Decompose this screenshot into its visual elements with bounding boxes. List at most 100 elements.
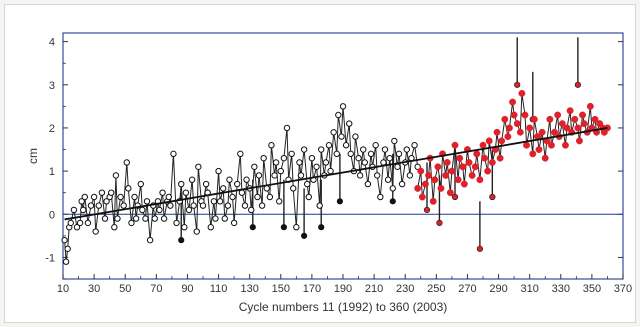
data-point-open <box>260 154 267 162</box>
data-point-open <box>330 129 337 136</box>
spike-point <box>476 245 483 252</box>
data-point-red <box>437 184 445 192</box>
data-point-open <box>61 236 68 244</box>
spike-point <box>178 237 185 244</box>
data-point-open <box>251 163 258 170</box>
data-point-open <box>159 189 166 196</box>
x-tick-label: 30 <box>88 283 100 295</box>
data-point-open <box>195 163 202 170</box>
data-point-open <box>81 193 88 201</box>
data-point-open <box>361 159 368 166</box>
data-point-open <box>313 163 320 170</box>
data-point-open <box>188 176 196 183</box>
data-point-open <box>73 224 81 231</box>
data-point-open <box>305 193 312 201</box>
data-point-red <box>561 141 569 149</box>
data-point-open <box>296 159 303 166</box>
x-tick-label: 110 <box>210 283 228 295</box>
data-point-open <box>101 215 109 222</box>
data-point-open <box>391 137 398 145</box>
data-point-red <box>431 176 439 184</box>
data-point-red <box>429 197 437 205</box>
spike-point <box>514 81 521 88</box>
data-point-open <box>117 193 124 201</box>
data-point-open <box>241 202 249 209</box>
spike-point <box>436 219 443 226</box>
data-point-red <box>459 163 467 171</box>
x-tick-label: 90 <box>181 283 193 295</box>
data-point-open <box>395 150 403 158</box>
data-point-open <box>316 202 323 209</box>
data-point-open <box>80 206 87 214</box>
data-point-open <box>268 142 275 149</box>
x-axis-label: Cycle numbers 11 (1992) to 360 (2003) <box>239 300 448 314</box>
data-point-open <box>293 224 300 231</box>
spike-point <box>389 198 396 205</box>
data-point-red <box>530 115 538 123</box>
data-point-red <box>479 141 487 149</box>
data-point-open <box>181 224 188 231</box>
data-point-open <box>146 236 154 244</box>
data-point-open <box>108 189 115 196</box>
data-point-red <box>443 159 451 166</box>
data-point-open <box>277 167 284 175</box>
data-point-red <box>551 128 559 136</box>
x-tick-label: 370 <box>614 283 632 295</box>
data-point-red <box>421 180 429 188</box>
data-point-open <box>394 163 401 170</box>
data-point-red <box>471 163 479 171</box>
data-point-open <box>338 133 345 140</box>
x-tick-label: 290 <box>489 283 507 295</box>
data-point-open <box>283 124 291 132</box>
data-point-open <box>156 206 163 214</box>
data-point-open <box>92 228 99 235</box>
data-point-open <box>230 219 238 227</box>
data-point-red <box>574 124 582 132</box>
data-point-open <box>384 176 392 183</box>
y-tick-label: -1 <box>45 252 55 264</box>
x-tick-label: 130 <box>240 283 258 295</box>
data-point-open <box>288 150 295 158</box>
data-point-open <box>248 206 255 214</box>
data-point-red <box>465 159 473 166</box>
data-point-open <box>255 172 263 179</box>
data-point-open <box>207 224 214 231</box>
y-tick-label: 4 <box>49 37 55 49</box>
data-point-red <box>586 102 594 110</box>
data-point-open <box>112 172 120 179</box>
spike-point <box>451 193 459 201</box>
data-point-open <box>185 206 193 214</box>
data-point-red <box>554 111 562 119</box>
spike-point <box>489 193 496 201</box>
data-point-open <box>98 189 106 196</box>
chart-svg: -1 0 1 2 3 4 10 30 50 70 90 110 130 150 170 190 210 230 25… <box>26 32 632 314</box>
x-tick-label: 310 <box>520 283 538 295</box>
x-tick-label: 10 <box>57 283 69 295</box>
spike-point <box>301 232 308 239</box>
data-point-open <box>143 198 151 205</box>
spike-point <box>423 206 431 214</box>
data-point-open <box>64 245 71 252</box>
data-point-open <box>62 258 70 265</box>
data-point-open <box>167 202 174 209</box>
data-point-open <box>151 215 158 222</box>
data-point-open <box>173 219 180 227</box>
data-point-open <box>67 219 74 227</box>
data-point-open <box>128 219 135 227</box>
data-point-open <box>226 176 233 183</box>
data-point-open <box>333 150 340 158</box>
data-point-open <box>276 198 283 205</box>
data-point-red <box>498 137 506 145</box>
data-point-open <box>297 172 305 179</box>
spike-point <box>280 224 287 231</box>
data-point-red <box>473 150 481 158</box>
data-point-open <box>237 150 244 158</box>
data-point-open <box>258 202 266 209</box>
data-point-red <box>417 167 425 175</box>
y-tick-label: 3 <box>49 80 55 92</box>
data-point-red <box>547 141 555 149</box>
data-point-open <box>111 224 118 231</box>
data-point-red <box>513 120 521 128</box>
x-tick-label: 190 <box>334 283 352 295</box>
data-point-red <box>476 176 484 184</box>
